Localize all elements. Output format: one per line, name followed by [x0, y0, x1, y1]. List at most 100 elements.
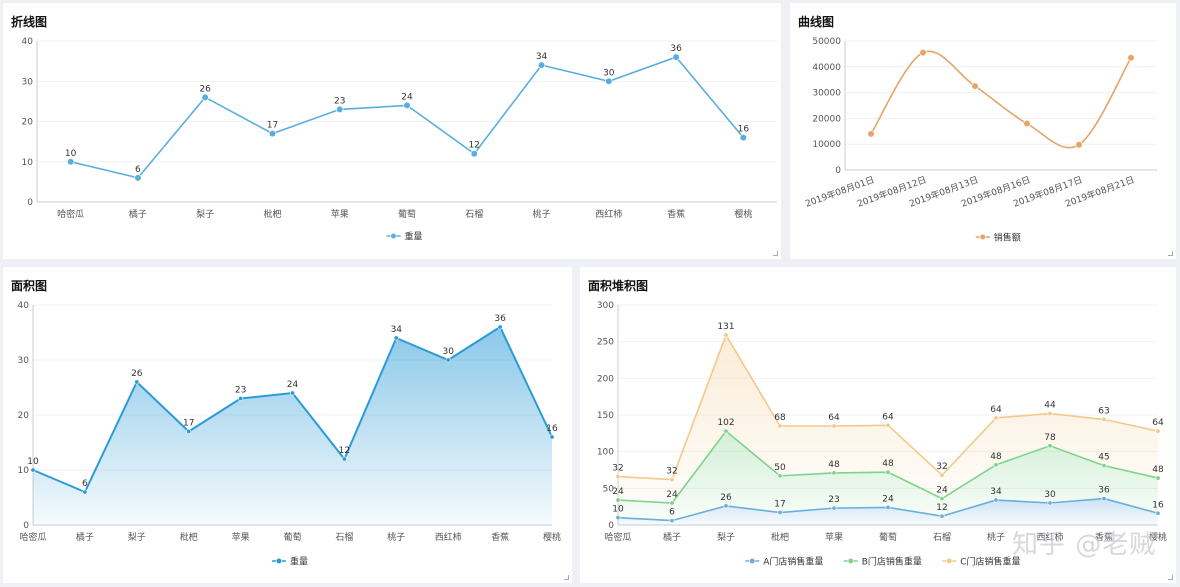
data-point: [82, 489, 88, 495]
x-tick-label: 石榴: [465, 208, 483, 220]
data-point: [669, 477, 675, 483]
resize-handle[interactable]: [564, 575, 569, 580]
data-label: 32: [936, 462, 947, 472]
data-label: 131: [717, 322, 734, 332]
legend-label: A门店销售重量: [763, 556, 823, 568]
x-tick-label: 桃子: [987, 531, 1005, 543]
data-label: 16: [1152, 500, 1164, 510]
data-point: [615, 497, 621, 503]
data-label: 64: [990, 405, 1002, 415]
data-label: 45: [1098, 453, 1109, 463]
x-tick-label: 香蕉: [1095, 531, 1113, 543]
legend-swatch-dot: [847, 557, 854, 565]
area-chart: 0 10 20 30 40 哈密瓜 橘子 梨子 枇杷 苹果 葡萄 石榴 桃子 西红柿 香蕉 樱桃 10 6 26 17…: [18, 301, 561, 568]
curve-chart: 010000200003000040000500002019年08月01日201…: [804, 37, 1157, 244]
y-tick-label: 0: [835, 166, 841, 176]
data-point: [537, 61, 546, 69]
area-fill-2: [618, 335, 1158, 503]
resize-handle[interactable]: [1168, 251, 1173, 256]
legend-label: 重量: [405, 231, 423, 243]
data-point: [1023, 119, 1031, 128]
data-label: 36: [494, 314, 506, 324]
data-label: 17: [774, 500, 785, 510]
data-point: [723, 503, 729, 509]
data-point: [993, 462, 999, 468]
stacked-area-chart-panel: 面积堆积图 0 50 100 150 200 250 300 哈密瓜 橘子 梨子 枇杷 苹果 葡萄 石榴 桃…: [580, 267, 1176, 583]
data-point: [336, 105, 344, 114]
y-tick-label: 0: [23, 521, 29, 531]
x-tick-label: 石榴: [933, 531, 951, 543]
data-label: 26: [131, 369, 143, 379]
y-tick-label: 10: [18, 466, 30, 476]
data-point: [393, 335, 399, 341]
data-label: 10: [612, 505, 624, 515]
x-tick-label: 橘子: [76, 532, 94, 543]
data-point: [341, 456, 347, 462]
x-tick-label: 枇杷: [771, 531, 789, 543]
y-tick-label: 40000: [812, 63, 841, 73]
data-label: 64: [828, 413, 840, 423]
data-label: 10: [65, 149, 77, 159]
legend-label: 销售额: [994, 232, 1021, 244]
data-label: 48: [1152, 465, 1164, 475]
data-label: 24: [287, 380, 299, 390]
data-label: 24: [666, 490, 678, 500]
data-label: 23: [334, 96, 345, 106]
data-label: 17: [183, 419, 194, 429]
y-tick-label: 20: [22, 118, 34, 128]
data-point: [549, 434, 555, 440]
data-label: 68: [774, 413, 786, 423]
area-fill-0: [33, 327, 552, 525]
x-tick-label: 西红柿: [595, 208, 622, 220]
data-point: [919, 49, 927, 57]
data-point: [831, 423, 837, 429]
y-tick-label: 0: [27, 198, 33, 208]
legend-label: 重量: [290, 556, 308, 568]
data-label: 44: [1044, 401, 1056, 411]
x-tick-label: 石榴: [335, 531, 353, 543]
data-point: [939, 513, 945, 519]
data-label: 64: [1152, 418, 1164, 428]
data-label: 64: [882, 412, 894, 422]
data-point: [1075, 141, 1083, 149]
legend-label: B门店销售重量: [862, 556, 922, 568]
x-tick-label: 葡萄: [879, 531, 897, 543]
data-point: [777, 473, 783, 479]
x-tick-label: 苹果: [232, 531, 250, 543]
data-label: 26: [720, 493, 732, 503]
y-tick-label: 30: [18, 356, 30, 366]
data-label: 30: [603, 68, 615, 78]
resize-handle[interactable]: [773, 251, 778, 256]
x-tick-label: 枇杷: [263, 208, 281, 220]
x-tick-label: 橘子: [663, 532, 681, 543]
data-point: [134, 379, 140, 385]
line-chart: 0 10 20 30 40 哈密瓜 橘子 梨子 枇杷 苹果 葡萄 石榴 桃子 西红柿 香蕉 樱桃 10 6 26 17…: [22, 37, 777, 243]
data-label: 26: [199, 84, 211, 94]
data-point: [885, 422, 891, 428]
data-point: [30, 467, 36, 473]
x-tick-label: 桃子: [533, 208, 551, 220]
x-tick-label: 樱桃: [1149, 531, 1167, 543]
y-tick-label: 10000: [812, 140, 841, 150]
data-label: 78: [1044, 433, 1056, 443]
data-point: [470, 150, 478, 158]
curve-chart-panel: 曲线图 0 10000 20000 30000 40000 50000 2019年08月01…: [790, 3, 1176, 259]
data-label: 36: [670, 44, 682, 54]
panel-title: 曲线图: [798, 15, 835, 29]
resize-handle[interactable]: [1168, 575, 1173, 580]
data-point: [723, 332, 729, 338]
y-tick-label: 150: [597, 411, 614, 421]
data-label: 50: [774, 463, 786, 473]
data-label: 24: [936, 486, 948, 496]
legend-swatch-dot: [946, 557, 953, 565]
data-point: [831, 470, 837, 476]
data-point: [403, 101, 411, 109]
x-tick-label: 苹果: [331, 208, 349, 220]
data-label: 6: [82, 479, 88, 489]
legend-swatch-dot: [275, 557, 283, 565]
data-label: 23: [235, 386, 246, 396]
series-line-0: [870, 50, 1132, 149]
data-point: [445, 357, 451, 363]
panel-title: 面积堆积图: [588, 279, 649, 293]
data-point: [67, 158, 75, 166]
